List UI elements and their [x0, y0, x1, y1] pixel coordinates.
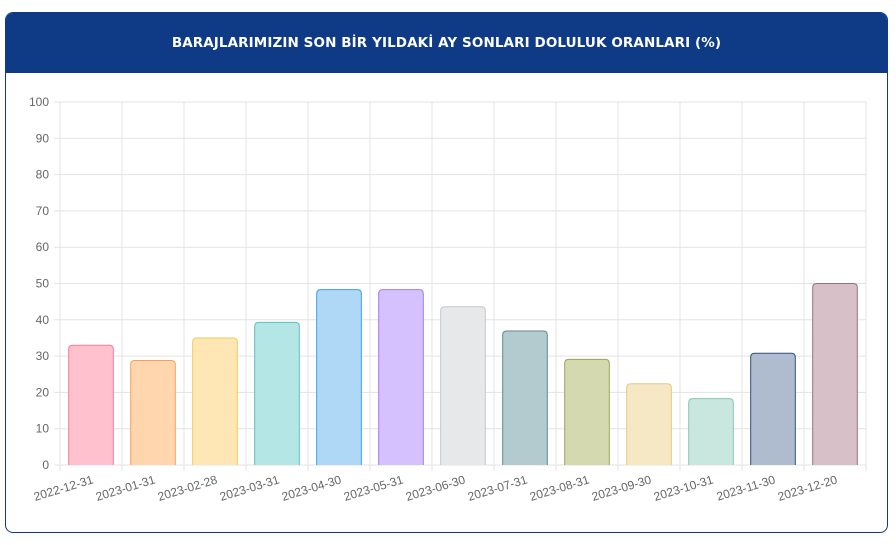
- bar-2023-03-31[interactable]: [254, 321, 300, 465]
- x-tick-label: 2023-03-31: [218, 472, 281, 503]
- y-tick-label: 70: [36, 204, 50, 218]
- y-tick-label: 60: [36, 240, 50, 254]
- bar-2023-08-31[interactable]: [564, 358, 610, 465]
- chart-title: BARAJLARIMIZIN SON BİR YILDAKİ AY SONLAR…: [6, 13, 887, 73]
- bar-2022-12-31[interactable]: [68, 344, 114, 465]
- x-tick-label: 2023-04-30: [280, 472, 343, 503]
- x-tick-label: 2023-02-28: [156, 472, 219, 503]
- y-tick-label: 80: [36, 168, 50, 182]
- bar-2023-11-30[interactable]: [750, 352, 796, 465]
- bar-2023-07-31[interactable]: [502, 330, 548, 465]
- y-tick-label: 10: [36, 422, 50, 436]
- x-tick-label: 2022-12-31: [32, 472, 95, 503]
- bar-2023-01-31[interactable]: [130, 359, 176, 465]
- bar-2023-12-20[interactable]: [812, 283, 858, 466]
- y-tick-label: 20: [36, 385, 50, 399]
- bar-2023-04-30[interactable]: [316, 289, 362, 465]
- x-tick-label: 2023-08-31: [528, 472, 591, 503]
- bar-2023-05-31[interactable]: [378, 289, 424, 465]
- x-tick-label: 2023-10-31: [652, 472, 715, 503]
- y-tick-label: 50: [36, 277, 50, 291]
- x-tick-label: 2023-01-31: [94, 472, 157, 503]
- bar-2023-02-28[interactable]: [192, 337, 238, 465]
- x-tick-label: 2023-12-20: [776, 472, 839, 503]
- y-tick-label: 90: [36, 131, 50, 145]
- x-tick-label: 2023-06-30: [404, 472, 467, 503]
- bar-2023-09-30[interactable]: [626, 383, 672, 465]
- bar-2023-10-31[interactable]: [688, 398, 734, 465]
- x-tick-label: 2023-05-31: [342, 472, 405, 503]
- y-tick-label: 30: [36, 349, 50, 363]
- y-tick-label: 40: [36, 313, 50, 327]
- y-tick-label: 100: [29, 95, 49, 109]
- x-tick-label: 2023-09-30: [590, 472, 653, 503]
- y-tick-label: 0: [42, 458, 49, 472]
- bar-2023-06-30[interactable]: [440, 306, 486, 465]
- x-tick-label: 2023-11-30: [715, 472, 777, 503]
- x-tick-label: 2023-07-31: [466, 472, 529, 503]
